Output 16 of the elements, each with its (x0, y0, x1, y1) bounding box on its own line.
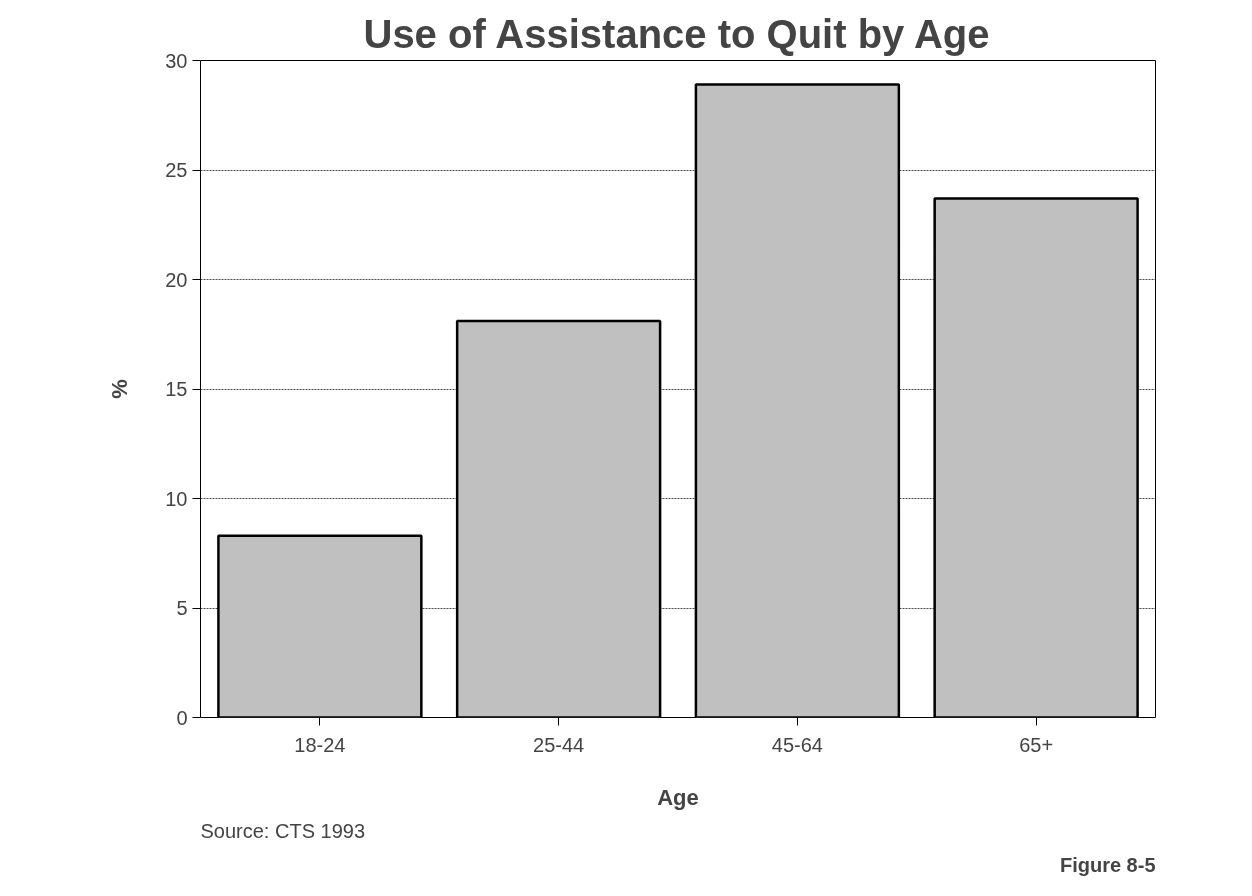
x-tick-label: 45-64 (771, 733, 823, 756)
x-axis-title: Age (657, 784, 699, 810)
x-tick-label: 65+ (1019, 733, 1054, 756)
y-tick-label: 25 (165, 159, 188, 181)
y-axis-title: % (107, 379, 133, 399)
y-tick-label: 10 (165, 487, 188, 510)
y-tick-label: 5 (176, 597, 188, 619)
caption: Figure 8-5 (1059, 853, 1156, 876)
y-tick-label: 20 (165, 268, 188, 291)
y-tick-label: 15 (165, 378, 188, 400)
source-note: Source: CTS 1993 (200, 819, 366, 842)
x-tick-label: 25-44 (533, 733, 585, 756)
x-tick-label: 18-24 (294, 733, 346, 756)
y-tick-label: 30 (165, 49, 188, 72)
chart-title: Use of Assistance to Quit by Age (363, 11, 990, 56)
y-tick-label: 0 (176, 706, 188, 729)
